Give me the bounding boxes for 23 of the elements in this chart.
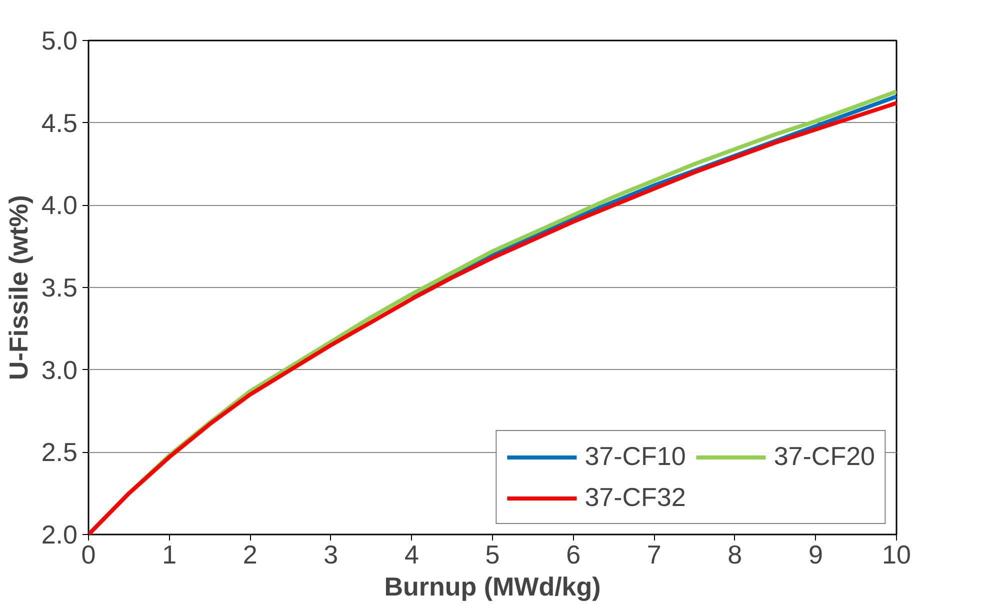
legend-label: 37-CF20 — [774, 441, 875, 472]
x-tick-label: 6 — [566, 540, 581, 570]
y-tick-label: 3.5 — [41, 272, 78, 302]
x-tick-label: 7 — [646, 540, 662, 570]
x-tick-label: 5 — [485, 540, 500, 570]
legend-label: 37-CF10 — [584, 441, 686, 472]
y-tick-label: 5.0 — [41, 26, 78, 56]
y-tick-label: 2.5 — [41, 437, 78, 468]
y-tick-label: 3.0 — [41, 354, 78, 385]
x-tick-label: 4 — [404, 540, 419, 570]
y-axis-title: U-Fissile (wt%) — [3, 195, 34, 380]
x-tick-label: 3 — [324, 540, 338, 570]
x-tick-label: 8 — [728, 540, 742, 570]
x-tick-label: 10 — [882, 540, 911, 570]
x-tick-label: 0 — [81, 540, 96, 570]
y-tick-label: 4.5 — [41, 108, 78, 138]
x-tick-label: 9 — [808, 540, 823, 570]
y-tick-label: 2.0 — [41, 520, 78, 550]
x-axis-title: Burnup (MWd/kg) — [384, 572, 601, 602]
y-tick-label: 4.0 — [41, 190, 78, 220]
legend-label: 37-CF32 — [584, 482, 686, 513]
x-tick-label: 1 — [162, 540, 177, 570]
x-tick-label: 2 — [242, 540, 258, 570]
